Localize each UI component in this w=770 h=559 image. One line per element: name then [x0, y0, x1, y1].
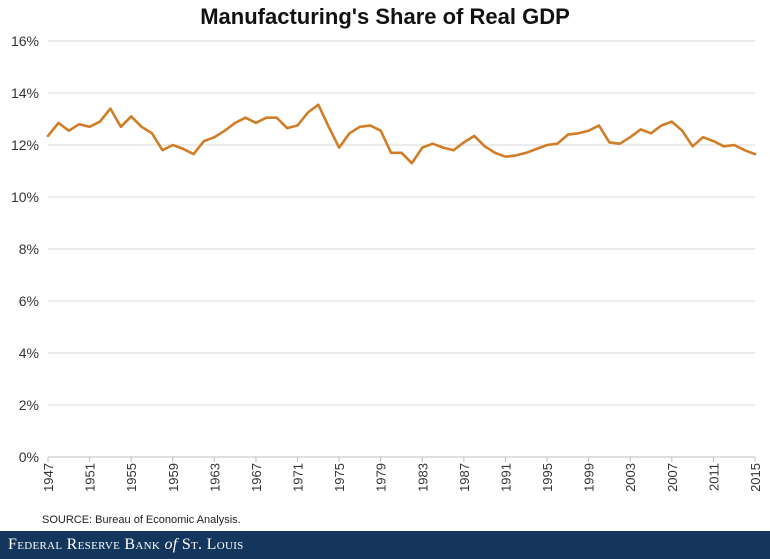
x-tick-label: 1979 — [374, 463, 389, 492]
series-line — [46, 103, 757, 165]
x-tick-label: 2007 — [665, 463, 680, 492]
footer-suffix: St. Louis — [181, 536, 244, 553]
x-tick-label: 1975 — [332, 463, 347, 492]
footer-of: of — [164, 536, 178, 553]
y-tick-label: 16% — [11, 33, 39, 49]
x-tick-label: 1947 — [41, 463, 56, 492]
y-tick-label: 2% — [19, 397, 39, 413]
chart-title: Manufacturing's Share of Real GDP — [200, 4, 570, 29]
gridlines — [48, 40, 755, 458]
x-tick-label: 1983 — [415, 463, 430, 492]
footer-bar: Federal Reserve Bank of St. Louis — [0, 531, 770, 559]
y-tick-label: 12% — [11, 137, 39, 153]
x-tick-label: 1967 — [249, 463, 264, 492]
x-tick-label: 2011 — [706, 463, 721, 491]
source-note: SOURCE: Bureau of Economic Analysis. — [42, 514, 241, 526]
line-chart: 0%2%4%6%8%10%12%14%16% 1947 1951 1955 1959 1… — [11, 33, 763, 492]
x-tick-label: 1995 — [540, 463, 555, 492]
footer-prefix: Federal Reserve Bank — [8, 536, 161, 553]
y-tick-label: 0% — [19, 449, 39, 465]
y-tick-label: 14% — [11, 85, 39, 101]
x-tick-label: 1991 — [498, 463, 513, 492]
y-tick-label: 6% — [19, 293, 39, 309]
x-tick-label: 1987 — [457, 463, 472, 492]
x-tick-label: 1963 — [207, 463, 222, 492]
x-tick-label: 1971 — [291, 463, 306, 492]
x-tick-label: 1955 — [124, 463, 139, 492]
y-axis-ticks: 0% 2% 4% 6% 8% 10% 12% 14% 16% — [11, 33, 39, 465]
x-tick-label: 1951 — [83, 463, 98, 492]
x-tick-label: 2003 — [623, 463, 638, 492]
x-tick-label: 1959 — [166, 463, 181, 492]
series-group — [46, 103, 757, 165]
y-tick-label: 8% — [19, 241, 39, 257]
y-tick-label: 10% — [11, 189, 39, 205]
x-tick-label: 2015 — [748, 463, 763, 492]
y-tick-label: 4% — [19, 345, 39, 361]
x-tick-label: 1999 — [582, 463, 597, 492]
footer-logo-text: Federal Reserve Bank of St. Louis — [8, 536, 244, 554]
x-axis-ticks: 1947 1951 1955 1959 1963 1967 1971 1975 1979 1983… — [41, 457, 763, 492]
